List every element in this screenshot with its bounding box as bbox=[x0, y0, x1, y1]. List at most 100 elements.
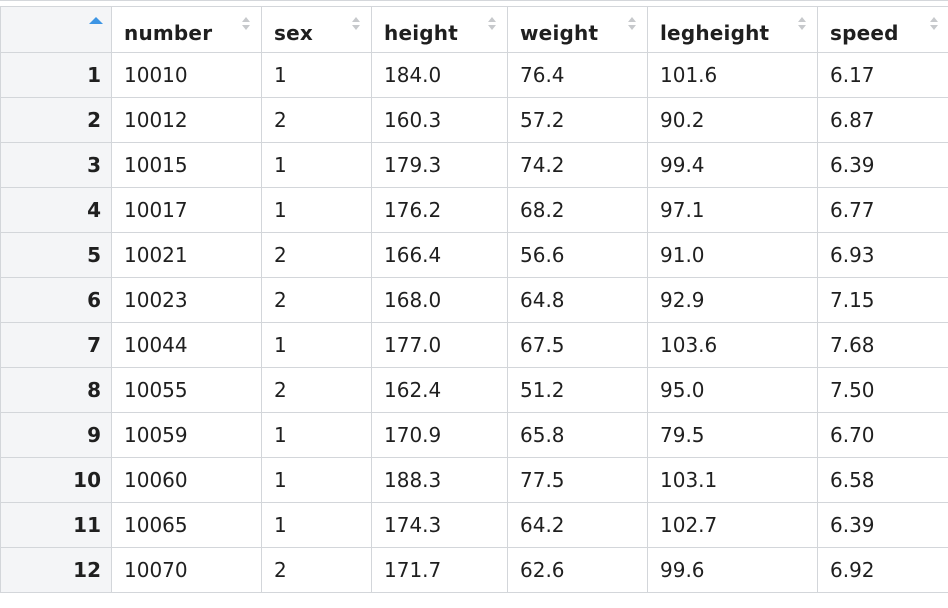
table-row[interactable]: 2 10012 2 160.3 57.2 90.2 6.87 bbox=[0, 97, 948, 143]
cell-sex: 1 bbox=[261, 322, 372, 368]
cell-speed: 6.39 bbox=[817, 142, 948, 188]
cell-speed: 6.93 bbox=[817, 232, 948, 278]
cell-weight: 74.2 bbox=[507, 142, 648, 188]
sort-icon[interactable] bbox=[627, 16, 637, 34]
row-index: 7 bbox=[0, 322, 112, 368]
cell-number: 10012 bbox=[111, 97, 262, 143]
cell-weight: 57.2 bbox=[507, 97, 648, 143]
cell-speed: 7.15 bbox=[817, 277, 948, 323]
column-header-legheight[interactable]: legheight bbox=[647, 6, 818, 53]
sort-ascending-icon[interactable] bbox=[89, 17, 103, 24]
column-header-number[interactable]: number bbox=[111, 6, 262, 53]
table-row[interactable]: 11 10065 1 174.3 64.2 102.7 6.39 bbox=[0, 502, 948, 548]
cell-sex: 2 bbox=[261, 367, 372, 413]
cell-weight: 65.8 bbox=[507, 412, 648, 458]
cell-height: 174.3 bbox=[371, 502, 508, 548]
cell-number: 10044 bbox=[111, 322, 262, 368]
table-row[interactable]: 8 10055 2 162.4 51.2 95.0 7.50 bbox=[0, 367, 948, 413]
cell-speed: 6.87 bbox=[817, 97, 948, 143]
cell-sex: 2 bbox=[261, 547, 372, 593]
cell-legheight: 79.5 bbox=[647, 412, 818, 458]
cell-sex: 2 bbox=[261, 97, 372, 143]
cell-height: 184.0 bbox=[371, 52, 508, 98]
cell-weight: 68.2 bbox=[507, 187, 648, 233]
cell-weight: 62.6 bbox=[507, 547, 648, 593]
table-row[interactable]: 6 10023 2 168.0 64.8 92.9 7.15 bbox=[0, 277, 948, 323]
column-header-speed[interactable]: speed bbox=[817, 6, 948, 53]
sort-down-arrow-icon bbox=[798, 25, 806, 30]
table-body: 1 10010 1 184.0 76.4 101.6 6.17 2 10012 2 160.3 57.… bbox=[0, 52, 948, 593]
cell-speed: 6.58 bbox=[817, 457, 948, 503]
table-row[interactable]: 3 10015 1 179.3 74.2 99.4 6.39 bbox=[0, 142, 948, 188]
column-header-label: height bbox=[384, 20, 458, 45]
row-index: 3 bbox=[0, 142, 112, 188]
row-index: 5 bbox=[0, 232, 112, 278]
cell-sex: 1 bbox=[261, 502, 372, 548]
row-index: 1 bbox=[0, 52, 112, 98]
cell-legheight: 90.2 bbox=[647, 97, 818, 143]
cell-number: 10070 bbox=[111, 547, 262, 593]
cell-sex: 1 bbox=[261, 142, 372, 188]
table-row[interactable]: 9 10059 1 170.9 65.8 79.5 6.70 bbox=[0, 412, 948, 458]
cell-number: 10021 bbox=[111, 232, 262, 278]
table-row[interactable]: 1 10010 1 184.0 76.4 101.6 6.17 bbox=[0, 52, 948, 98]
sort-icon[interactable] bbox=[241, 16, 251, 34]
row-index: 4 bbox=[0, 187, 112, 233]
cell-weight: 76.4 bbox=[507, 52, 648, 98]
sort-icon[interactable] bbox=[351, 16, 361, 34]
cell-speed: 6.70 bbox=[817, 412, 948, 458]
cell-height: 171.7 bbox=[371, 547, 508, 593]
column-header-label: legheight bbox=[660, 20, 770, 45]
row-index: 9 bbox=[0, 412, 112, 458]
sort-up-arrow-icon bbox=[488, 17, 496, 22]
cell-legheight: 99.4 bbox=[647, 142, 818, 188]
cell-speed: 6.92 bbox=[817, 547, 948, 593]
column-header-weight[interactable]: weight bbox=[507, 6, 648, 53]
table-row[interactable]: 4 10017 1 176.2 68.2 97.1 6.77 bbox=[0, 187, 948, 233]
cell-number: 10017 bbox=[111, 187, 262, 233]
header-row: number sex height weight legheight speed bbox=[0, 6, 948, 53]
table-row[interactable]: 5 10021 2 166.4 56.6 91.0 6.93 bbox=[0, 232, 948, 278]
sort-down-arrow-icon bbox=[242, 25, 250, 30]
table-row[interactable]: 10 10060 1 188.3 77.5 103.1 6.58 bbox=[0, 457, 948, 503]
row-index-header[interactable] bbox=[0, 6, 112, 53]
cell-height: 166.4 bbox=[371, 232, 508, 278]
sort-up-arrow-icon bbox=[352, 17, 360, 22]
cell-legheight: 97.1 bbox=[647, 187, 818, 233]
cell-number: 10060 bbox=[111, 457, 262, 503]
sort-icon[interactable] bbox=[797, 16, 807, 34]
cell-weight: 56.6 bbox=[507, 232, 648, 278]
cell-speed: 7.68 bbox=[817, 322, 948, 368]
cell-weight: 77.5 bbox=[507, 457, 648, 503]
column-header-sex[interactable]: sex bbox=[261, 6, 372, 53]
cell-number: 10055 bbox=[111, 367, 262, 413]
column-header-label: weight bbox=[520, 20, 599, 45]
sort-up-arrow-icon bbox=[628, 17, 636, 22]
table-row[interactable]: 7 10044 1 177.0 67.5 103.6 7.68 bbox=[0, 322, 948, 368]
sort-down-arrow-icon bbox=[628, 25, 636, 30]
cell-legheight: 103.1 bbox=[647, 457, 818, 503]
sort-icon[interactable] bbox=[487, 16, 497, 34]
cell-speed: 7.50 bbox=[817, 367, 948, 413]
cell-sex: 1 bbox=[261, 412, 372, 458]
cell-number: 10065 bbox=[111, 502, 262, 548]
data-table: number sex height weight legheight speed 1 100… bbox=[0, 6, 948, 593]
cell-weight: 51.2 bbox=[507, 367, 648, 413]
cell-weight: 67.5 bbox=[507, 322, 648, 368]
cell-sex: 1 bbox=[261, 187, 372, 233]
cell-number: 10010 bbox=[111, 52, 262, 98]
sort-icon[interactable] bbox=[929, 16, 939, 34]
cell-sex: 2 bbox=[261, 277, 372, 323]
sort-up-arrow-icon bbox=[798, 17, 806, 22]
row-index: 2 bbox=[0, 97, 112, 143]
cell-legheight: 99.6 bbox=[647, 547, 818, 593]
sort-up-arrow-icon bbox=[242, 17, 250, 22]
table-row[interactable]: 12 10070 2 171.7 62.6 99.6 6.92 bbox=[0, 547, 948, 593]
cell-height: 177.0 bbox=[371, 322, 508, 368]
column-header-height[interactable]: height bbox=[371, 6, 508, 53]
row-index: 12 bbox=[0, 547, 112, 593]
sort-down-arrow-icon bbox=[930, 25, 938, 30]
row-index: 11 bbox=[0, 502, 112, 548]
sort-up-arrow-icon bbox=[930, 17, 938, 22]
